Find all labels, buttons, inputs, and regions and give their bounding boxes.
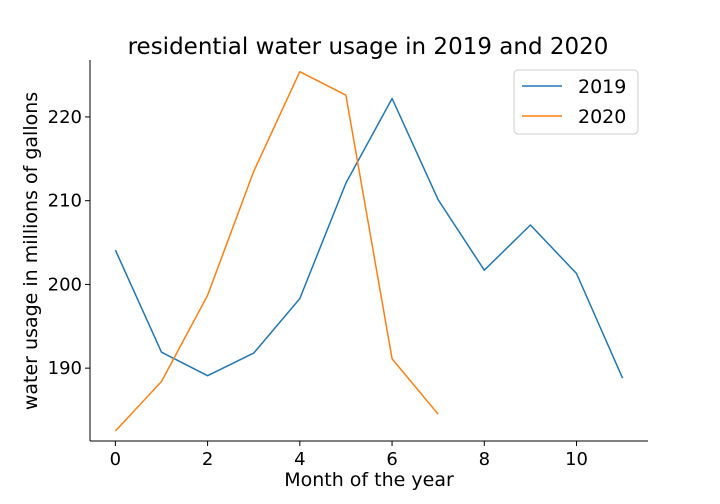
x-tick-label: 4 — [294, 449, 305, 470]
x-axis-label: Month of the year — [284, 469, 454, 491]
series-lines — [114, 70, 624, 432]
y-axis-label: water usage in millions of gallons — [20, 92, 42, 410]
y-axis-ticks: 190 200 210 220 — [48, 107, 90, 379]
series-line-2020 — [114, 70, 439, 432]
x-tick-label: 8 — [479, 449, 490, 470]
x-tick-label: 10 — [565, 449, 588, 470]
x-tick-label: 2 — [202, 449, 213, 470]
y-tick-label: 200 — [48, 274, 82, 295]
y-tick-label: 220 — [48, 107, 82, 128]
x-tick-label: 0 — [110, 449, 121, 470]
legend-label-2019: 2019 — [578, 76, 626, 98]
y-tick-label: 190 — [48, 358, 82, 379]
chart-title: residential water usage in 2019 and 2020 — [128, 34, 609, 60]
legend-label-2020: 2020 — [578, 106, 626, 128]
y-tick-label: 210 — [48, 191, 82, 212]
series-line-2019 — [114, 97, 624, 379]
x-axis-ticks: 0 2 4 6 8 10 — [110, 441, 588, 470]
legend: 2019 2020 — [513, 69, 639, 135]
x-tick-label: 6 — [386, 449, 397, 470]
